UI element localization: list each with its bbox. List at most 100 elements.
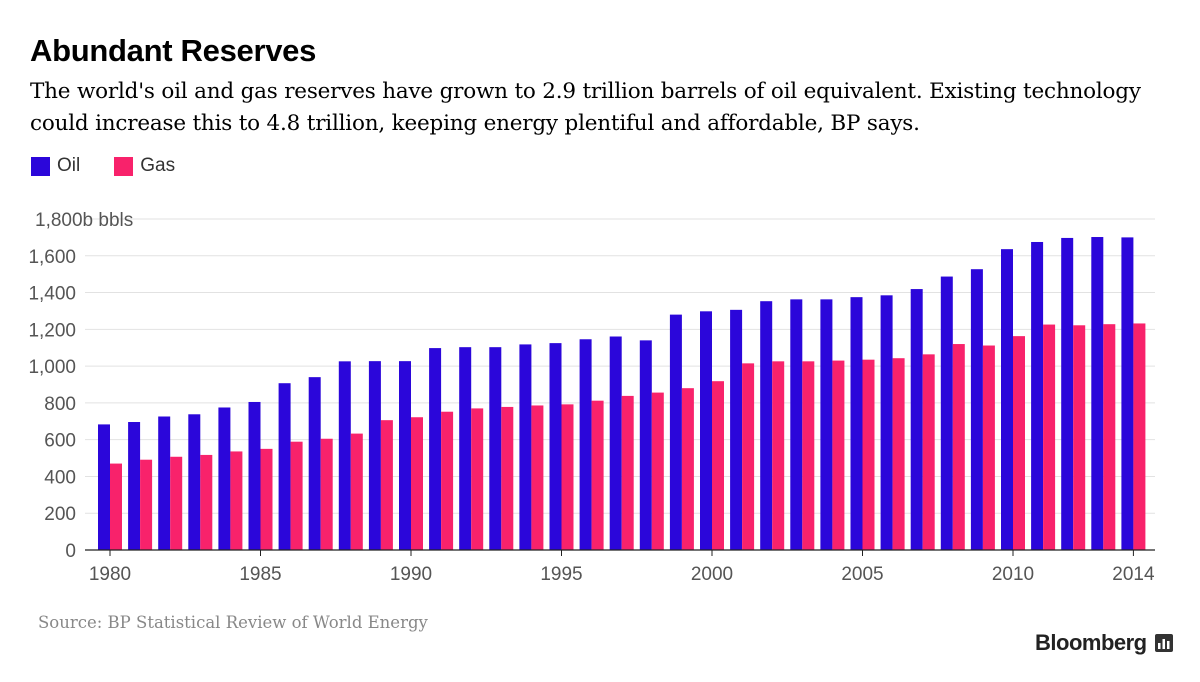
bar-gas-2004	[832, 360, 845, 550]
bar-oil-1989	[368, 361, 381, 550]
y-tick-label: 200	[44, 504, 76, 525]
bar-oil-1999	[669, 314, 682, 550]
bloomberg-chart-icon	[1154, 634, 1173, 652]
bar-oil-1994	[519, 344, 532, 550]
legend-label-gas: Gas	[140, 155, 176, 176]
bar-chart: 0 200 400 600 800 1,000 1,200 1,400 1,600 1,800b …	[28, 210, 1155, 585]
x-tick-label: 1990	[390, 564, 432, 585]
bar-oil-1993	[489, 347, 502, 550]
bar-oil-1991	[429, 348, 442, 550]
bar-gas-2002	[772, 361, 785, 550]
bar-oil-2012	[1061, 237, 1074, 550]
y-tick-label: 800	[44, 394, 76, 415]
bar-gas-1983	[200, 454, 213, 550]
bar-gas-1993	[501, 406, 514, 550]
y-tick-label: 1,000	[28, 357, 76, 378]
bar-oil-2011	[1031, 241, 1044, 550]
bar-oil-1997	[609, 336, 622, 550]
bar-oil-2009	[970, 269, 983, 550]
bar-oil-2000	[700, 311, 712, 550]
bar-oil-1988	[338, 361, 351, 550]
x-tick-label: 1980	[89, 564, 131, 585]
bar-gas-1987	[320, 438, 333, 550]
chart-subtitle: The world's oil and gas reserves have gr…	[30, 79, 1141, 136]
bar-oil-1986	[278, 383, 291, 550]
bar-gas-2007	[922, 354, 935, 550]
source-note: Source: BP Statistical Review of World E…	[38, 613, 428, 632]
y-tick-label: 0	[65, 541, 76, 562]
bar-gas-1991	[441, 411, 454, 550]
bar-oil-1998	[639, 340, 652, 550]
y-tick-label: 1,200	[28, 320, 76, 341]
bar-oil-1982	[158, 416, 171, 550]
bar-gas-1990	[411, 417, 423, 550]
bar-oil-2005	[850, 297, 863, 550]
y-tick-label: 400	[44, 467, 76, 488]
y-tick-label: 1,400	[28, 284, 76, 305]
bar-gas-2008	[952, 344, 965, 550]
legend-swatch-gas	[114, 156, 134, 176]
bar-gas-1999	[681, 388, 694, 550]
x-tick-label: 1995	[540, 564, 582, 585]
legend-item-oil: Oil	[31, 155, 80, 177]
bar-gas-2012	[1073, 325, 1086, 550]
bar-gas-1984	[230, 451, 243, 550]
bar-gas-2000	[712, 381, 724, 550]
chart-legend: Oil Gas	[31, 155, 209, 177]
bar-oil-1981	[128, 422, 141, 550]
bar-gas-2003	[802, 361, 815, 550]
bar-oil-1990	[399, 361, 411, 550]
bar-oil-1984	[218, 407, 231, 550]
bar-gas-2006	[892, 358, 905, 550]
bar-gas-2009	[982, 345, 995, 550]
bar-gas-2011	[1043, 324, 1056, 550]
bar-oil-2003	[790, 299, 803, 550]
legend-item-gas: Gas	[114, 155, 175, 177]
legend-swatch-oil	[31, 156, 50, 176]
x-tick-label: 2014	[1112, 564, 1155, 585]
bar-oil-1987	[308, 377, 321, 550]
bar-gas-1996	[591, 400, 604, 550]
bar-gas-1988	[350, 433, 363, 550]
chart-title: Abundant Reserves	[30, 33, 317, 68]
bar-gas-1995	[561, 404, 574, 550]
bar-gas-2014	[1133, 323, 1146, 550]
bar-gas-2005	[862, 359, 875, 550]
bar-oil-2013	[1091, 237, 1104, 550]
bar-oil-2004	[820, 299, 833, 550]
y-tick-label: 1,800b bbls	[35, 210, 133, 231]
brand-wordmark: Bloomberg	[1035, 630, 1147, 655]
bar-gas-1985	[260, 448, 273, 550]
y-tick-label: 600	[44, 431, 76, 452]
bar-gas-1997	[621, 395, 634, 550]
x-tick-label: 2005	[841, 564, 883, 585]
bar-oil-2010	[1001, 249, 1013, 550]
bar-gas-1982	[170, 456, 183, 550]
bar-gas-1981	[140, 459, 153, 550]
x-tick-label: 2000	[691, 564, 733, 585]
bar-oil-1995	[549, 343, 562, 550]
legend-label-oil: Oil	[57, 155, 81, 176]
bar-oil-1980	[98, 424, 110, 550]
bar-oil-2007	[910, 289, 923, 550]
bar-oil-1985	[248, 401, 261, 550]
bar-oil-1983	[188, 414, 201, 550]
bar-gas-1986	[290, 441, 303, 550]
bar-oil-2014	[1121, 237, 1134, 550]
bar-oil-2008	[940, 276, 953, 550]
x-tick-label: 1985	[239, 564, 281, 585]
bar-gas-1994	[531, 405, 544, 550]
bar-oil-2002	[760, 301, 773, 550]
bar-gas-2013	[1103, 324, 1116, 550]
bar-gas-1992	[471, 408, 484, 550]
bar-oil-1992	[459, 347, 472, 550]
bar-oil-1996	[579, 339, 592, 550]
bar-oil-2006	[880, 295, 893, 550]
x-tick-label: 2010	[992, 564, 1034, 585]
bar-gas-2010	[1013, 336, 1025, 550]
bar-gas-1998	[651, 392, 664, 550]
bar-oil-2001	[730, 309, 743, 550]
bar-gas-1980	[110, 463, 122, 550]
bar-gas-2001	[742, 363, 755, 550]
brand-logo: Bloomberg	[1035, 630, 1173, 656]
